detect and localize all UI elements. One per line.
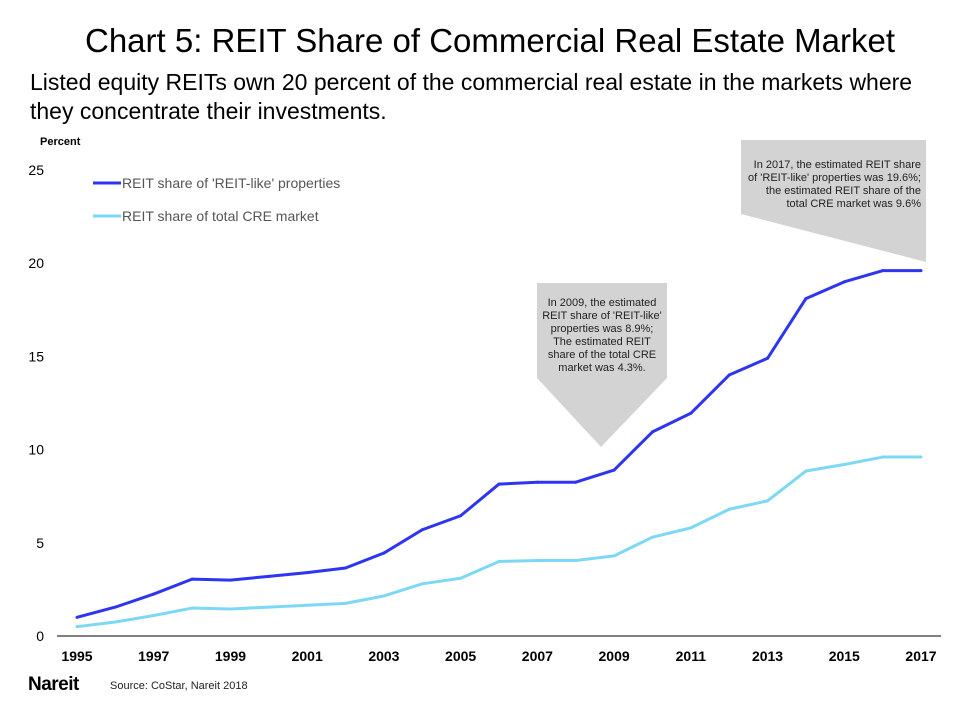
data-point — [535, 559, 539, 563]
legend-label-2: REIT share of total CRE market — [122, 208, 319, 224]
x-tick-label: 2001 — [292, 648, 323, 664]
data-point — [842, 280, 846, 284]
x-tick-label: 2007 — [522, 648, 553, 664]
data-point — [459, 576, 463, 580]
data-point — [497, 482, 501, 486]
data-point — [113, 605, 117, 609]
callout-shape-2009 — [537, 283, 667, 447]
data-point — [228, 578, 232, 582]
data-point — [650, 535, 654, 539]
data-point — [881, 455, 885, 459]
data-point — [75, 615, 79, 619]
x-tick-label: 1995 — [61, 648, 92, 664]
data-point — [459, 514, 463, 518]
x-tick-label: 2003 — [368, 648, 399, 664]
data-point — [305, 571, 309, 575]
subtitle: Listed equity REITs own 20 percent of th… — [30, 69, 913, 124]
x-tick-label: 2009 — [599, 648, 630, 664]
y-axis-label: Percent — [40, 136, 81, 148]
page-title: Chart 5: REIT Share of Commercial Real E… — [84, 22, 895, 59]
x-tick-label: 1999 — [215, 648, 246, 664]
data-point — [382, 594, 386, 598]
annotation-2017: In 2017, the estimated REIT share of 'RE… — [748, 159, 921, 210]
y-tick-label: 10 — [28, 442, 44, 458]
data-point — [382, 551, 386, 555]
callout-shape-2017 — [741, 140, 926, 262]
y-tick-label: 20 — [28, 255, 44, 271]
x-tick-label: 2011 — [676, 648, 707, 664]
data-point — [612, 554, 616, 558]
data-point — [689, 526, 693, 530]
data-point — [420, 582, 424, 586]
data-point — [804, 297, 808, 301]
data-point — [919, 455, 923, 459]
data-point — [612, 468, 616, 472]
y-tick-label: 15 — [28, 348, 44, 364]
data-point — [190, 606, 194, 610]
x-tick-label: 2015 — [829, 648, 860, 664]
series-line-1 — [76, 269, 921, 619]
data-point — [344, 601, 348, 605]
data-point — [535, 480, 539, 484]
data-point — [190, 577, 194, 581]
data-point — [497, 559, 501, 563]
data-point — [228, 607, 232, 611]
nareit-logo: Nareit — [28, 674, 79, 695]
x-tick-label: 2017 — [905, 648, 936, 664]
data-point — [267, 574, 271, 578]
data-point — [689, 411, 693, 415]
data-point — [152, 613, 156, 617]
y-tick-label: 0 — [36, 628, 44, 644]
data-point — [152, 592, 156, 596]
data-point — [919, 269, 923, 273]
data-point — [766, 356, 770, 360]
data-point — [804, 469, 808, 473]
source-note: Source: CoStar, Nareit 2018 — [110, 680, 248, 692]
x-tick-label: 1997 — [138, 648, 169, 664]
data-point — [842, 463, 846, 467]
data-point — [881, 269, 885, 273]
data-point — [113, 620, 117, 624]
data-point — [305, 603, 309, 607]
series-line-2 — [76, 455, 921, 629]
data-point — [727, 507, 731, 511]
data-point — [75, 625, 79, 629]
x-tick-label: 2013 — [752, 648, 783, 664]
data-point — [344, 566, 348, 570]
data-point — [574, 480, 578, 484]
y-tick-label: 5 — [36, 535, 44, 551]
legend-label-1: REIT share of 'REIT-like' properties — [122, 175, 340, 191]
data-point — [766, 499, 770, 503]
data-point — [574, 559, 578, 563]
annotation-2009: In 2009, the estimated REIT share of 'RE… — [542, 297, 662, 374]
data-point — [267, 605, 271, 609]
x-tick-label: 2005 — [445, 648, 476, 664]
data-point — [650, 430, 654, 434]
data-point — [420, 528, 424, 532]
y-tick-label: 25 — [28, 162, 44, 178]
data-point — [727, 373, 731, 377]
